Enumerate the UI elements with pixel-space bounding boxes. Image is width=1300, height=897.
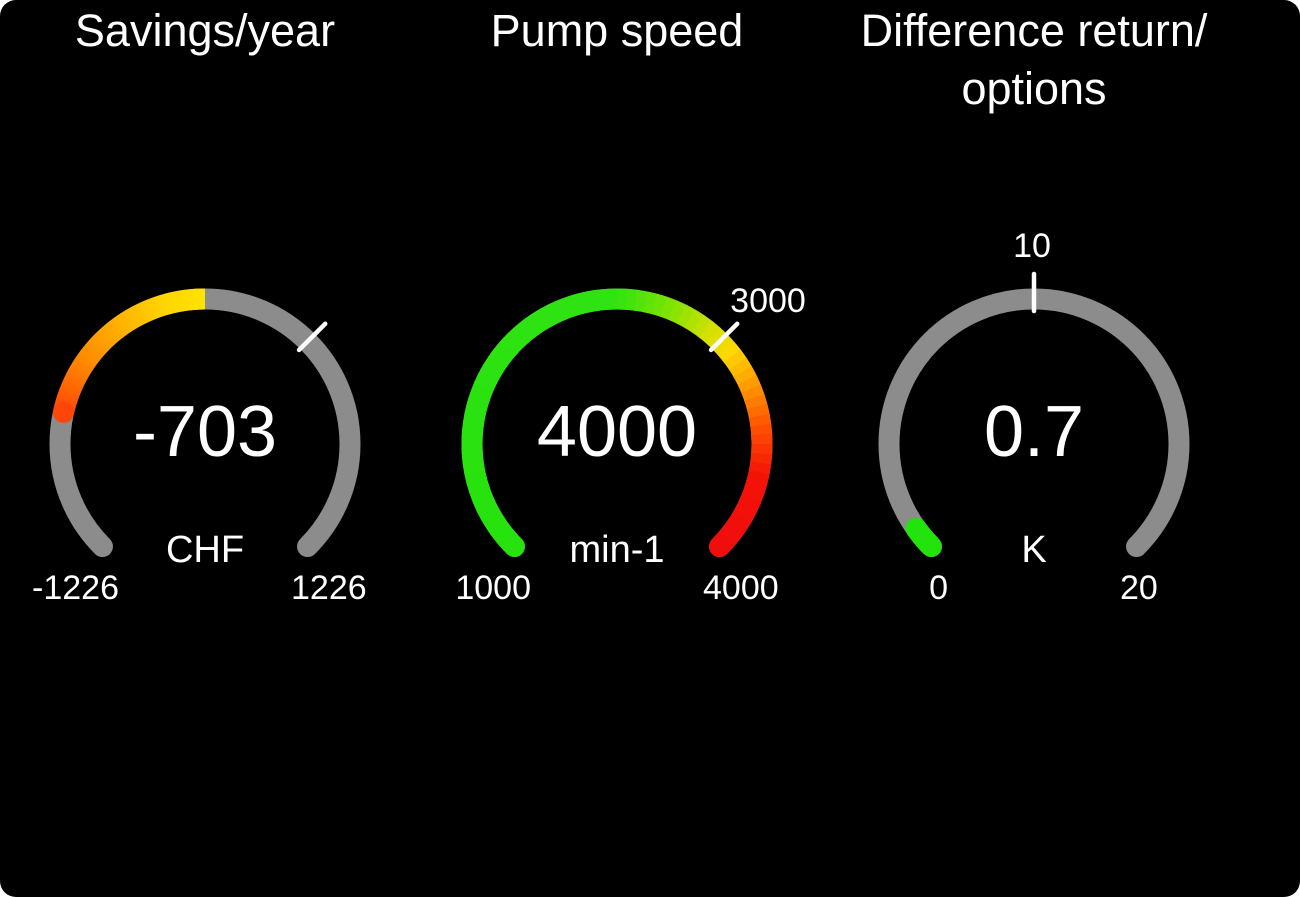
gauge-marker-tick: [708, 321, 740, 353]
gauge-fill-cap-start: [503, 536, 525, 558]
gauge-unit: K: [1021, 529, 1047, 571]
gauge-value: 0.7: [983, 392, 1085, 472]
gauge-min-label: 1000: [455, 569, 531, 607]
gauge-fill-cap-end: [709, 536, 731, 558]
gauge-pump-speed: Pump speed 4000 min-1 1000 4000 3000: [422, 0, 812, 660]
gauge-min-label: 0: [929, 569, 948, 607]
gauge-difference-return-options: Difference return/ options 0.7 K 0 20 10: [839, 0, 1229, 660]
gauge-marker-label: 3000: [730, 282, 806, 320]
gauge-value: -703: [132, 392, 278, 472]
gauge-max-label: 4000: [703, 569, 779, 607]
gauge-value: 4000: [536, 392, 698, 472]
gauge-max-label: 20: [1120, 569, 1158, 607]
gauge-marker-tick: [296, 321, 328, 353]
gauge-fill-cap-start: [920, 536, 942, 558]
gauge-dial: [49, 288, 361, 558]
gauge-fill-cap-start: [52, 401, 74, 423]
gauge-max-label: 1226: [291, 569, 367, 607]
gauge-title: Difference return/ options: [860, 5, 1208, 114]
gauge-savings-year: Savings/year -703 CHF -1226 1226: [10, 0, 400, 660]
gauge-title: Savings/year: [74, 5, 336, 56]
gauge-fill-arc: [53, 288, 206, 415]
gauge-unit: min-1: [569, 529, 665, 571]
gauge-min-label: -1226: [32, 569, 119, 607]
gauge-fill-cap-end: [905, 517, 927, 539]
gauge-unit: CHF: [165, 529, 245, 571]
gauge-title: Pump speed: [490, 5, 744, 56]
gauge-dial: [878, 271, 1190, 558]
gauge-dial: [461, 288, 773, 558]
gauge-marker-label: 10: [1013, 227, 1051, 265]
